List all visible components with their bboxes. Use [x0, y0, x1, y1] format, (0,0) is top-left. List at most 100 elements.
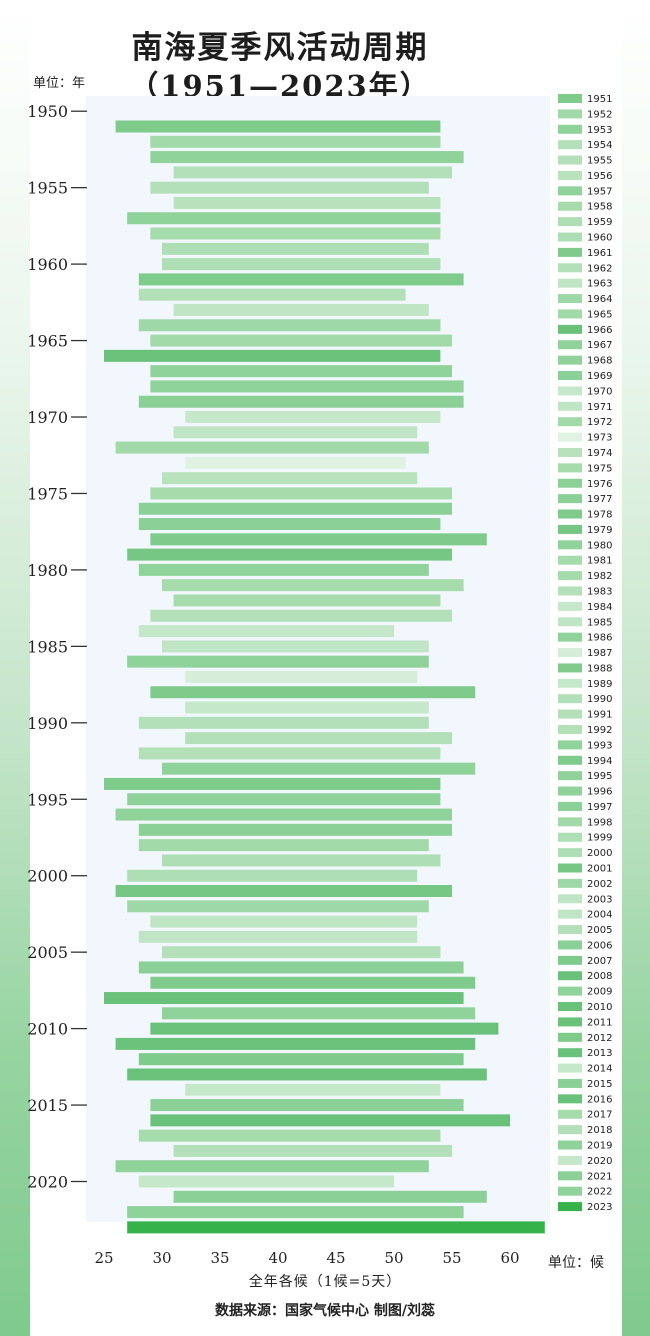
bar-2014: [185, 1083, 441, 1096]
legend-label-1989: 1989: [587, 679, 612, 690]
bar-1979: [127, 548, 452, 561]
legend-label-1951: 1951: [587, 94, 612, 105]
bar-1984: [138, 625, 394, 638]
legend-swatch-1986: [558, 632, 582, 642]
legend-label-1985: 1985: [587, 617, 612, 628]
legend-label-1994: 1994: [587, 756, 612, 767]
bar-1955: [150, 181, 429, 194]
legend-swatch-1996: [558, 786, 582, 796]
legend-swatch-2023: [558, 1202, 582, 1212]
legend-label-1996: 1996: [587, 787, 612, 798]
bar-1968: [150, 380, 464, 393]
bar-1971: [173, 426, 418, 439]
legend-label-1960: 1960: [587, 233, 612, 244]
legend-label-1958: 1958: [587, 202, 612, 213]
legend-swatch-1982: [558, 571, 582, 581]
legend-label-1988: 1988: [587, 663, 612, 674]
legend-label-1983: 1983: [587, 586, 612, 597]
y-tick-label-1995: 1995: [27, 790, 68, 809]
legend-swatch-1984: [558, 601, 582, 611]
legend-label-1956: 1956: [587, 171, 612, 182]
legend-label-1954: 1954: [587, 140, 612, 151]
bar-2006: [138, 961, 464, 974]
legend-swatch-1989: [558, 678, 582, 688]
legend-swatch-1980: [558, 540, 582, 550]
x-tick-label-25: 25: [94, 1249, 113, 1267]
legend-label-1955: 1955: [587, 156, 612, 167]
bar-2012: [138, 1053, 464, 1066]
x-tick-label-35: 35: [210, 1249, 229, 1267]
y-tick-label-2020: 2020: [27, 1173, 68, 1192]
legend-swatch-1955: [558, 155, 582, 165]
bar-1976: [138, 502, 453, 515]
legend-label-1972: 1972: [587, 417, 612, 428]
legend-swatch-1969: [558, 371, 582, 381]
legend-label-1993: 1993: [587, 740, 612, 751]
x-tick-label-40: 40: [268, 1249, 287, 1267]
legend-swatch-1952: [558, 109, 582, 119]
legend-label-1963: 1963: [587, 279, 612, 290]
legend-swatch-1994: [558, 755, 582, 765]
legend-swatch-2014: [558, 1063, 582, 1073]
data-source-credit: 数据来源：国家气候中心 制图/刘蕊: [215, 1303, 435, 1319]
legend-label-2000: 2000: [587, 848, 612, 859]
legend-label-2014: 2014: [587, 1064, 612, 1075]
legend-label-1997: 1997: [587, 802, 612, 813]
x-tick-label-55: 55: [442, 1249, 461, 1267]
bar-2010: [150, 1022, 499, 1035]
bar-1954: [173, 166, 452, 179]
y-tick-label-1960: 1960: [27, 255, 68, 274]
legend-swatch-1959: [558, 217, 582, 227]
legend-swatch-2021: [558, 1171, 582, 1181]
legend-swatch-1999: [558, 832, 582, 842]
y-tick-label-1975: 1975: [27, 484, 68, 503]
legend-label-2004: 2004: [587, 910, 612, 921]
bar-2000: [127, 869, 418, 882]
legend-swatch-1956: [558, 170, 582, 180]
legend-label-1959: 1959: [587, 217, 612, 228]
legend-label-1971: 1971: [587, 402, 612, 413]
legend-label-1982: 1982: [587, 571, 612, 582]
y-tick-label-1965: 1965: [27, 332, 68, 351]
legend-swatch-1991: [558, 709, 582, 719]
bar-1981: [162, 579, 464, 592]
bar-1964: [138, 319, 441, 332]
legend-label-1981: 1981: [587, 556, 612, 567]
bar-1965: [150, 334, 452, 347]
bar-2019: [115, 1160, 429, 1173]
bar-1991: [185, 732, 452, 745]
legend-label-1986: 1986: [587, 633, 612, 644]
legend-label-1965: 1965: [587, 309, 612, 320]
legend-label-2013: 2013: [587, 1048, 612, 1059]
bar-2015: [150, 1099, 464, 1112]
legend-label-1992: 1992: [587, 725, 612, 736]
legend-label-2020: 2020: [587, 1156, 612, 1167]
legend-label-1991: 1991: [587, 710, 612, 721]
legend-label-2010: 2010: [587, 1002, 612, 1013]
bar-2004: [138, 930, 418, 943]
legend-swatch-1967: [558, 340, 582, 350]
legend-swatch-2011: [558, 1017, 582, 1027]
bar-1996: [115, 808, 452, 821]
bar-2018: [173, 1144, 452, 1157]
x-tick-label-50: 50: [384, 1249, 403, 1267]
legend-label-2018: 2018: [587, 1125, 612, 1136]
legend-swatch-1972: [558, 417, 582, 427]
bar-1977: [138, 518, 441, 531]
legend-swatch-2001: [558, 863, 582, 873]
legend-swatch-2018: [558, 1125, 582, 1135]
legend-label-1984: 1984: [587, 602, 612, 613]
bar-2016: [150, 1114, 510, 1127]
legend-swatch-1960: [558, 232, 582, 242]
bar-2007: [150, 976, 476, 989]
legend-label-2015: 2015: [587, 1079, 612, 1090]
legend-swatch-2013: [558, 1048, 582, 1058]
bar-1999: [162, 854, 441, 867]
y-tick-label-1985: 1985: [27, 637, 68, 656]
legend-swatch-2017: [558, 1109, 582, 1119]
bar-1956: [173, 196, 441, 209]
legend-swatch-2019: [558, 1140, 582, 1150]
bar-1986: [127, 655, 429, 668]
legend-label-2001: 2001: [587, 864, 612, 875]
